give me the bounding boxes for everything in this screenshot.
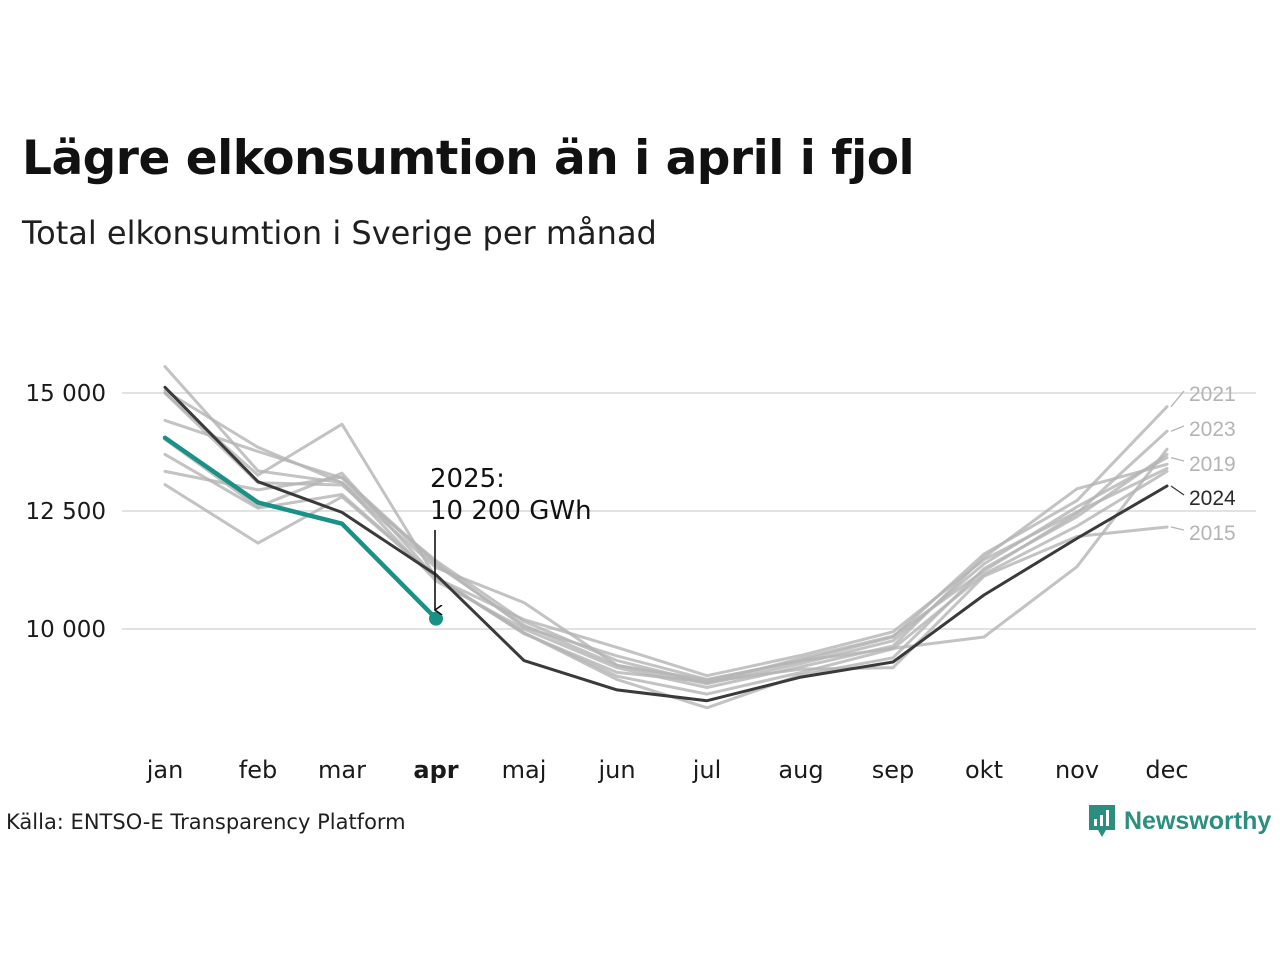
- x-tick-label: apr: [413, 756, 458, 784]
- x-axis-ticks: jan feb mar apr maj jun jul aug sep okt nov dec: [146, 756, 1189, 784]
- newsworthy-logo-icon: [1089, 805, 1115, 837]
- current-year-line: [163, 385, 1169, 703]
- gridlines: [122, 392, 1256, 630]
- series-label: 2021: [1189, 383, 1236, 406]
- annotation-year: 2025:: [430, 464, 505, 494]
- y-tick-label: 15 000: [26, 381, 106, 407]
- annotation-value: 10 200 GWh: [430, 496, 592, 526]
- source-note: Källa: ENTSO-E Transparency Platform: [6, 810, 406, 834]
- y-tick-label: 12 500: [26, 499, 106, 525]
- series-line-2015: [163, 483, 1169, 684]
- highlight-endpoint-dot: [429, 611, 443, 626]
- series-labels: 2024 2021 2023 2019 2015: [1170, 383, 1236, 545]
- series-line-unlabeled: [163, 365, 1169, 689]
- x-tick-label: sep: [872, 756, 915, 784]
- series-line-unlabeled: [163, 391, 1169, 710]
- label-leader-line: [1170, 425, 1185, 432]
- series-line-2025: [162, 435, 439, 621]
- x-tick-label: okt: [965, 756, 1003, 784]
- series-label: 2015: [1189, 522, 1236, 545]
- series-label: 2024: [1189, 487, 1236, 510]
- label-leader-line: [1170, 526, 1185, 531]
- x-tick-label: jan: [146, 756, 184, 784]
- x-tick-label: aug: [778, 756, 823, 784]
- brand-name: Newsworthy: [1124, 806, 1272, 835]
- series-line-2024: [163, 385, 1169, 703]
- chart-title: Lägre elkonsumtion än i april i fjol: [22, 131, 915, 186]
- annotation: 2025:10 200 GWh: [430, 464, 592, 610]
- x-tick-label: jun: [597, 756, 635, 784]
- series-label: 2023: [1189, 418, 1236, 441]
- x-tick-label: maj: [502, 756, 547, 784]
- series-line-2019: [163, 418, 1169, 686]
- series-line-unlabeled: [163, 437, 1169, 678]
- series-label: 2019: [1189, 453, 1236, 476]
- history-lines: [163, 365, 1169, 710]
- highlight-line: [162, 435, 443, 626]
- series-line-unlabeled: [163, 452, 1169, 696]
- x-tick-label: dec: [1145, 756, 1188, 784]
- brand-logo[interactable]: Newsworthy: [1088, 804, 1271, 838]
- line-chart: 10 000 12 500 15 000 jan feb mar apr maj jun jul…: [26, 365, 1256, 784]
- y-tick-label: 10 000: [26, 617, 106, 643]
- x-tick-label: jul: [692, 756, 722, 784]
- chart-subtitle: Total elkonsumtion i Sverige per månad: [22, 214, 657, 252]
- x-tick-label: nov: [1055, 756, 1099, 784]
- label-leader-line: [1170, 485, 1185, 496]
- y-axis-ticks: 10 000 12 500 15 000: [26, 381, 106, 643]
- label-leader-line: [1170, 390, 1185, 408]
- x-tick-label: feb: [239, 756, 277, 784]
- x-tick-label: mar: [318, 756, 366, 784]
- label-leader-line: [1170, 457, 1185, 462]
- series-line-2021: [163, 391, 1169, 682]
